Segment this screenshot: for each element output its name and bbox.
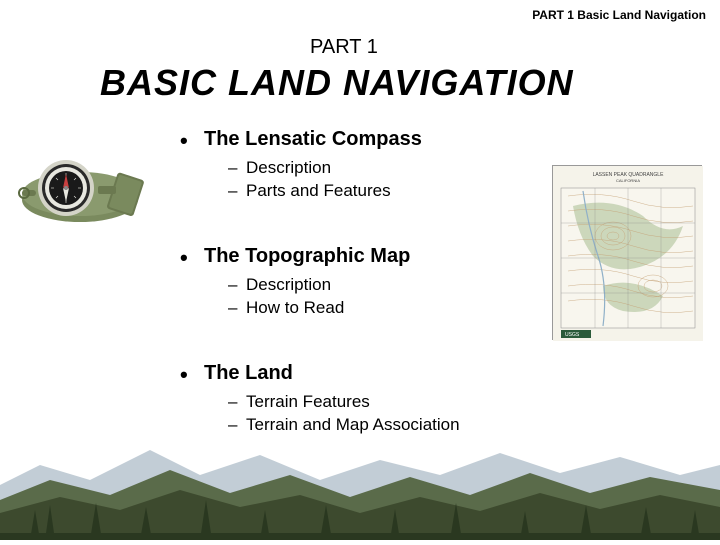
- header-breadcrumb: PART 1 Basic Land Navigation: [532, 8, 706, 22]
- section-heading: The Topographic Map: [180, 245, 620, 268]
- compass-image: [10, 130, 150, 230]
- section-item: Description: [228, 157, 620, 180]
- mountain-footer-image: [0, 425, 720, 540]
- section-item: How to Read: [228, 297, 620, 320]
- outline-content: The Lensatic Compass Description Parts a…: [180, 128, 620, 437]
- section-heading: The Lensatic Compass: [180, 128, 620, 151]
- section-item: Terrain Features: [228, 391, 620, 414]
- page-title: BASIC LAND NAVIGATION: [100, 62, 574, 104]
- section-item: Description: [228, 274, 620, 297]
- part-label: PART 1: [310, 36, 378, 59]
- section-heading: The Land: [180, 362, 620, 385]
- section-item: Parts and Features: [228, 180, 620, 203]
